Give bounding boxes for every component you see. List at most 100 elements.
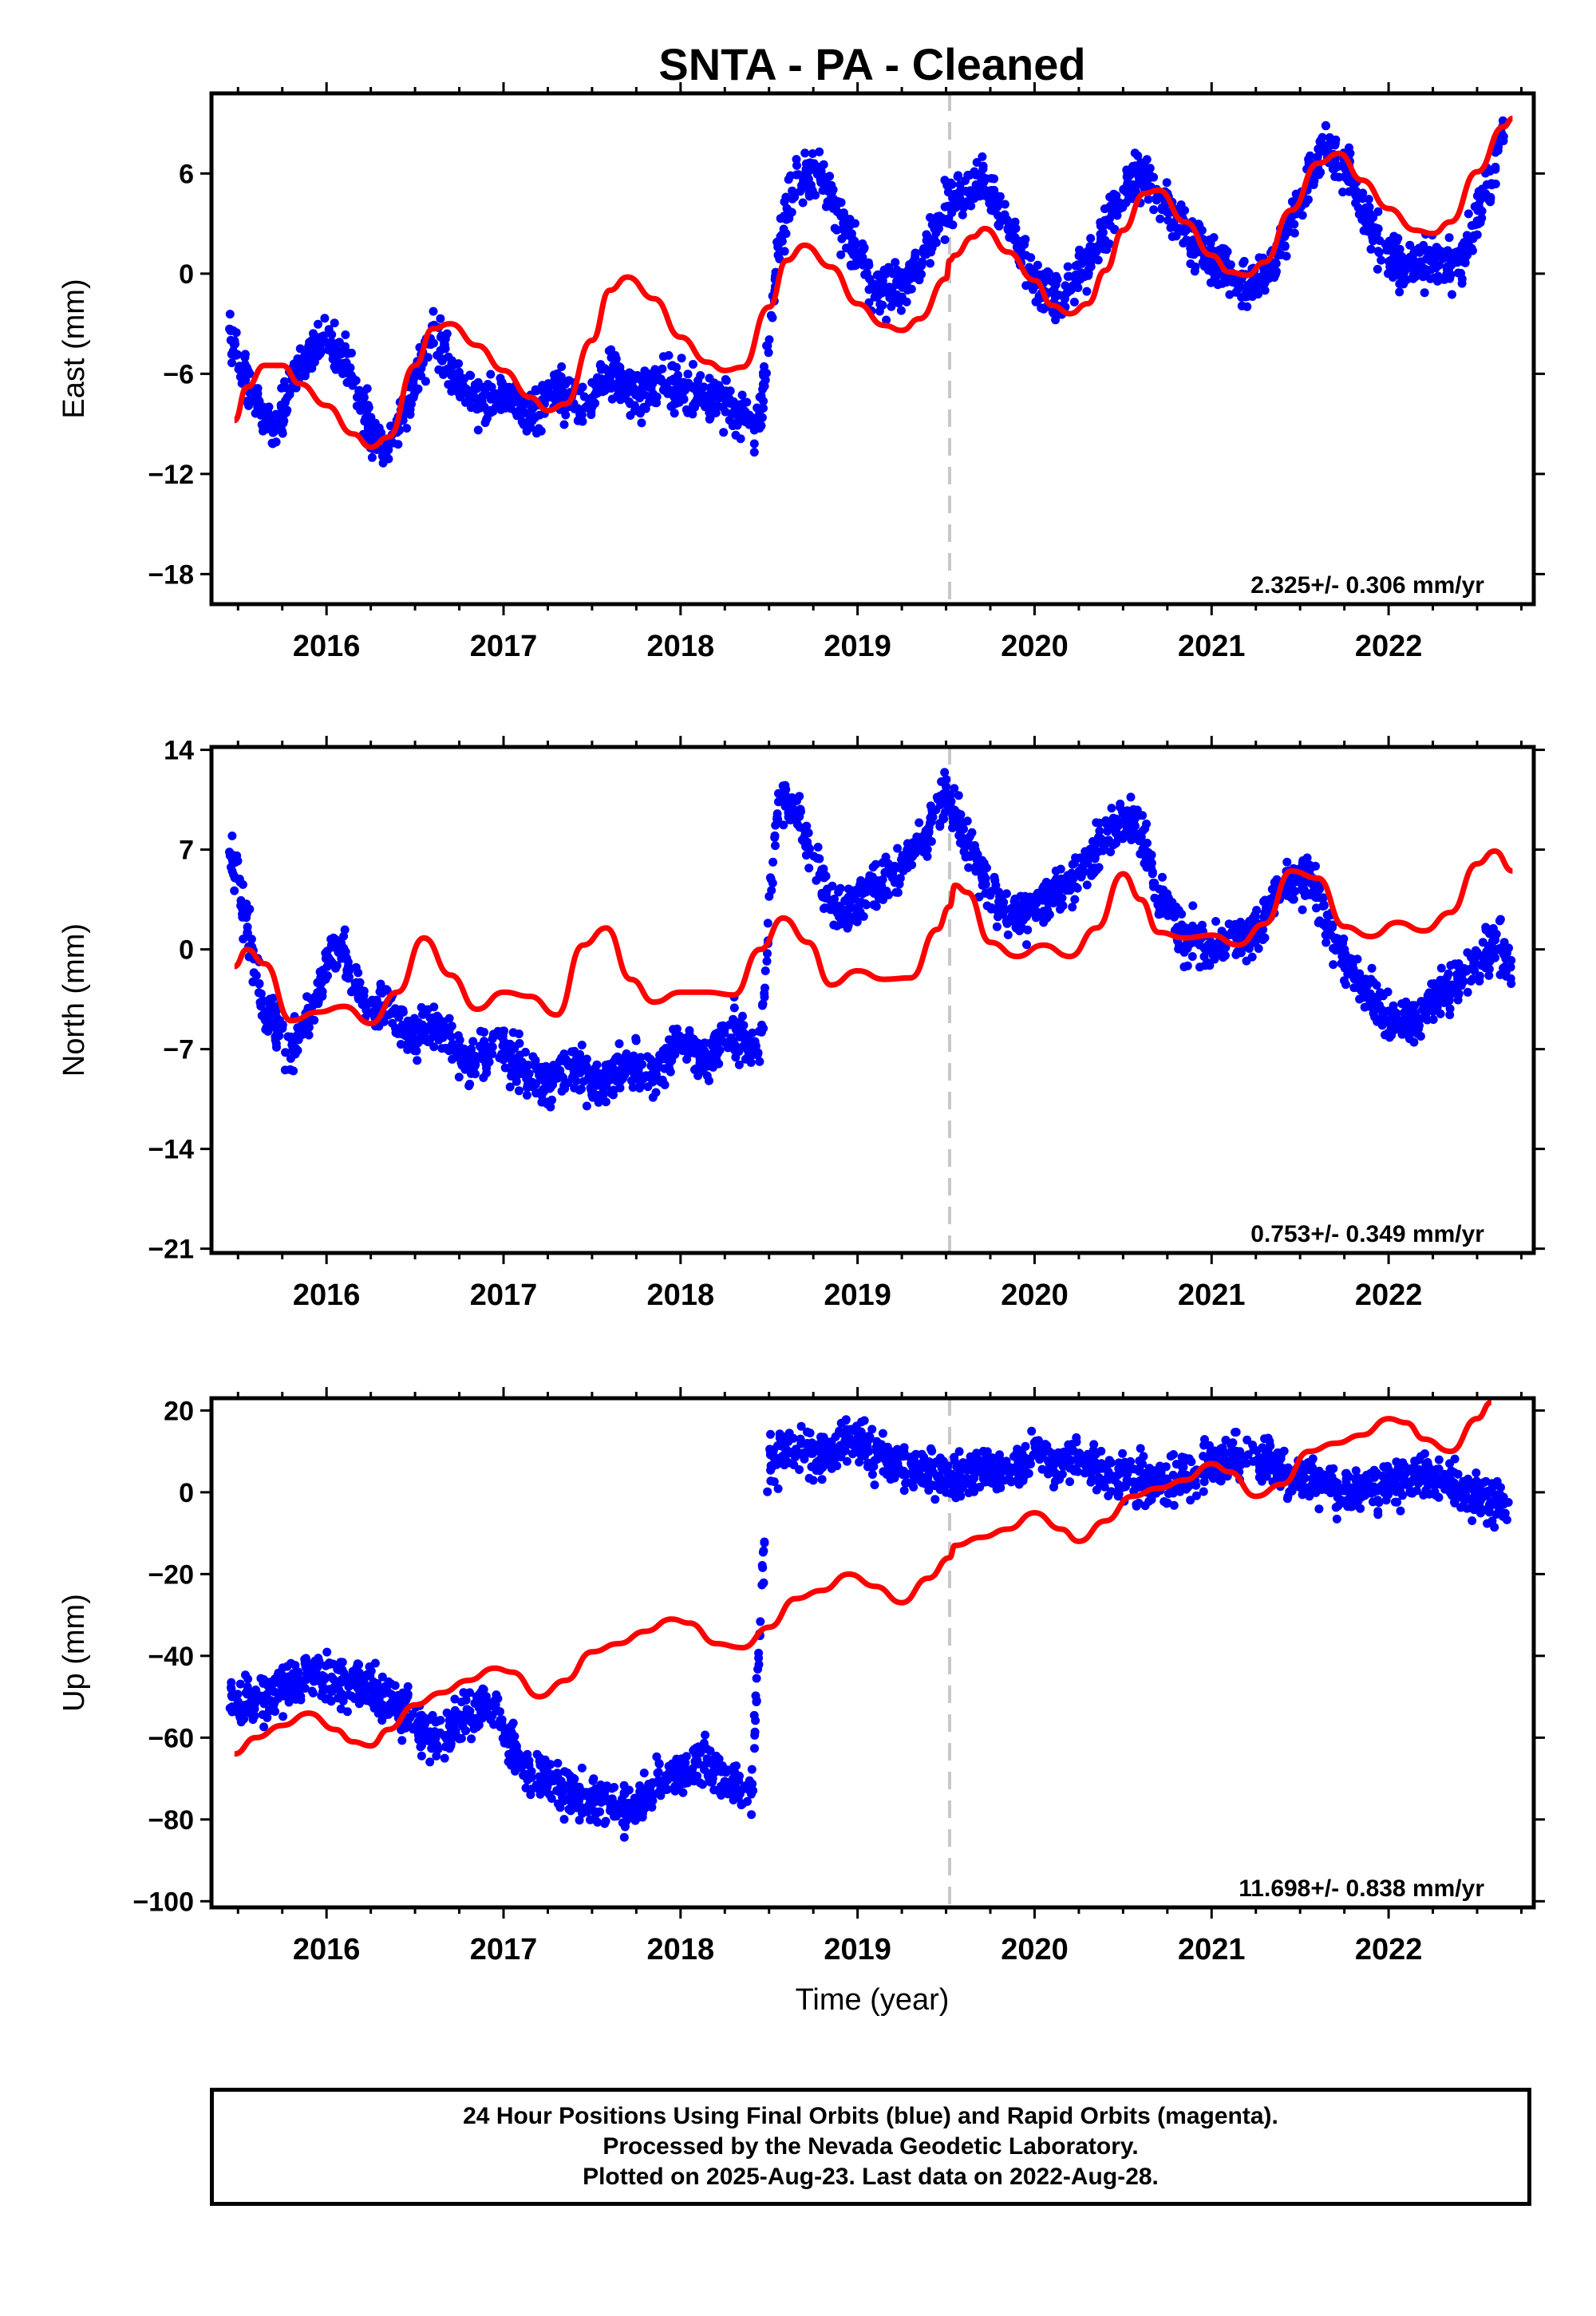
data-point xyxy=(460,397,470,407)
data-point xyxy=(986,887,996,896)
data-point xyxy=(670,376,679,385)
data-point xyxy=(432,1751,441,1761)
data-point xyxy=(979,875,989,884)
data-point xyxy=(873,291,883,301)
data-point xyxy=(579,392,589,401)
data-point xyxy=(746,1057,756,1067)
data-point xyxy=(243,908,252,918)
data-point xyxy=(447,386,456,396)
data-point xyxy=(688,409,697,419)
y-tick-label: 6 xyxy=(179,159,194,189)
data-point xyxy=(500,1063,510,1073)
data-point xyxy=(232,851,242,860)
data-point xyxy=(256,409,266,419)
data-point xyxy=(559,420,569,429)
data-point xyxy=(1124,193,1134,203)
data-point xyxy=(459,1688,468,1697)
data-point xyxy=(1463,987,1472,997)
data-point xyxy=(1475,204,1484,213)
data-point xyxy=(987,174,996,183)
data-point xyxy=(755,1057,764,1066)
data-point xyxy=(871,860,880,869)
data-point xyxy=(757,413,767,422)
data-point xyxy=(883,263,893,272)
data-point xyxy=(280,1065,290,1075)
data-point xyxy=(696,371,705,380)
data-point xyxy=(734,1060,744,1069)
data-point xyxy=(665,1035,674,1045)
data-point xyxy=(330,318,339,328)
data-point xyxy=(1405,240,1415,250)
data-point xyxy=(476,1704,485,1713)
data-point xyxy=(1167,232,1177,241)
data-point xyxy=(942,775,951,785)
data-point xyxy=(990,185,999,195)
data-point xyxy=(508,391,517,400)
data-point xyxy=(1009,897,1019,907)
data-point xyxy=(1086,234,1096,243)
data-point xyxy=(403,1682,413,1691)
data-point xyxy=(626,385,636,394)
data-point xyxy=(1051,315,1061,325)
data-point xyxy=(633,405,642,415)
data-point xyxy=(264,402,274,412)
data-point xyxy=(808,186,817,196)
data-point xyxy=(606,371,616,381)
data-point xyxy=(450,1046,460,1056)
data-point xyxy=(260,1015,270,1025)
data-point xyxy=(1468,974,1477,984)
data-point xyxy=(1076,275,1085,284)
data-points xyxy=(225,768,1516,1112)
data-point xyxy=(739,1021,749,1030)
data-point xyxy=(768,879,777,887)
x-tick-label: 2022 xyxy=(1355,1279,1423,1312)
data-point xyxy=(615,1083,625,1093)
data-point xyxy=(354,968,363,978)
data-point xyxy=(640,366,650,376)
data-point xyxy=(429,306,438,316)
data-point xyxy=(1319,901,1329,911)
data-point xyxy=(505,398,515,408)
data-point xyxy=(677,388,686,397)
y-tick-label: 0 xyxy=(179,935,194,966)
data-point xyxy=(261,425,271,434)
data-point xyxy=(1092,247,1101,256)
data-point xyxy=(723,1043,733,1053)
data-point xyxy=(294,1674,303,1683)
data-point xyxy=(575,1085,584,1095)
data-point xyxy=(873,270,883,279)
data-point xyxy=(225,1703,235,1713)
data-point xyxy=(830,223,839,233)
data-point xyxy=(417,1751,426,1761)
data-point xyxy=(650,1066,660,1076)
data-point xyxy=(668,385,678,395)
data-point xyxy=(1084,265,1093,275)
data-point xyxy=(436,314,445,323)
data-point xyxy=(394,1013,404,1022)
data-point xyxy=(397,1736,407,1745)
data-point xyxy=(1260,286,1270,295)
data-point xyxy=(800,824,809,834)
data-point xyxy=(1333,934,1343,943)
data-point xyxy=(1049,285,1059,294)
data-point xyxy=(1338,188,1348,197)
data-point xyxy=(659,378,668,388)
data-point xyxy=(1191,262,1200,271)
data-point xyxy=(352,401,361,411)
data-point xyxy=(1327,922,1337,931)
data-point xyxy=(762,956,772,966)
data-point xyxy=(1481,963,1491,973)
data-point xyxy=(1073,871,1082,880)
data-point xyxy=(1387,238,1396,247)
data-point xyxy=(847,261,856,271)
data-point xyxy=(560,1084,570,1093)
data-point xyxy=(247,935,256,944)
data-point xyxy=(405,409,415,419)
data-point xyxy=(695,1054,705,1064)
data-point xyxy=(844,914,854,923)
data-point xyxy=(1013,919,1023,928)
data-point xyxy=(1022,940,1031,950)
data-point xyxy=(1321,922,1330,931)
data-point xyxy=(878,300,887,310)
data-point xyxy=(346,1691,356,1701)
